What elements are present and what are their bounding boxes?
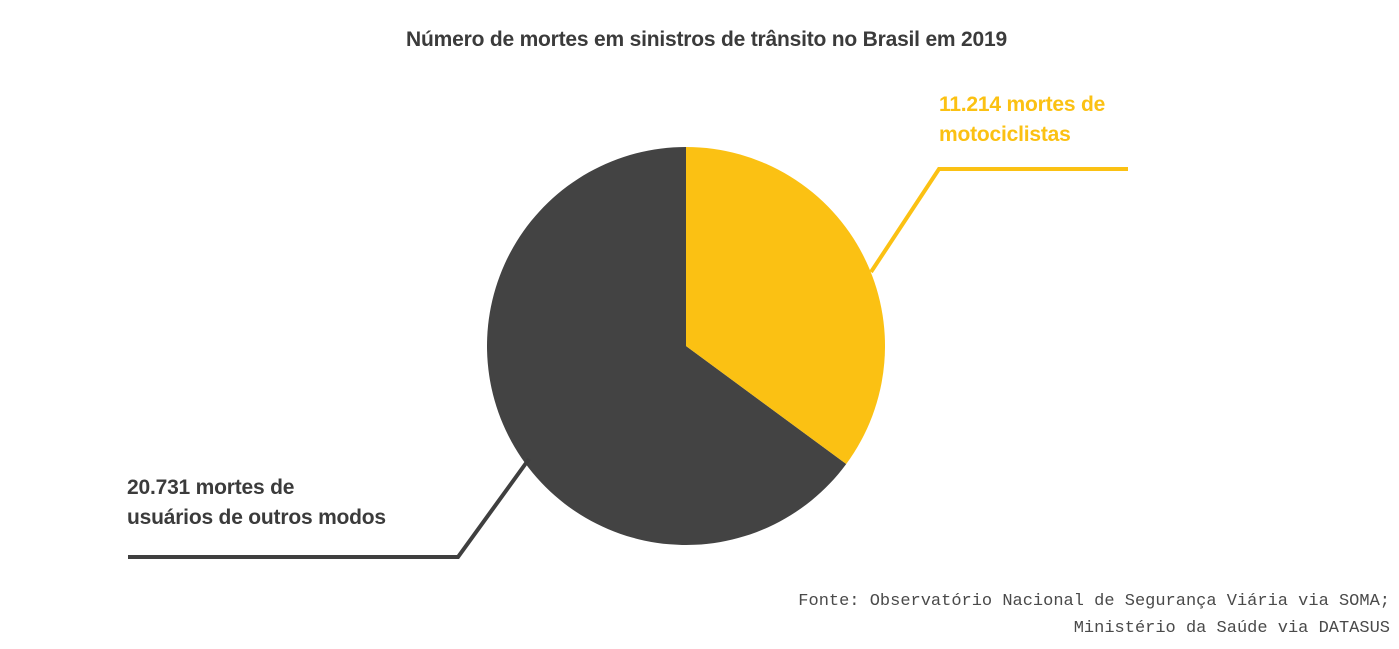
callout-outros-modos-line2: usuários de outros modos (127, 506, 386, 529)
callout-motociclistas-line1: 11.214 mortes de (939, 93, 1106, 116)
source-note-line1: Fonte: Observatório Nacional de Seguranç… (798, 592, 1390, 611)
pie-slice-motociclistas[interactable] (686, 147, 885, 465)
pie-slice-outros-modos[interactable] (487, 147, 847, 545)
callout-outros-modos-line1: 20.731 mortes de (127, 476, 295, 499)
source-note: Fonte: Observatório Nacional de Seguranç… (610, 588, 1390, 642)
pie-chart (487, 147, 885, 545)
callout-outros-modos: 20.731 mortes de usuários de outros modo… (127, 473, 386, 533)
leader-line-motociclistas (869, 167, 1128, 274)
pie-chart-svg (487, 147, 885, 545)
callout-motociclistas: 11.214 mortes de motociclistas (939, 90, 1105, 150)
source-note-line2: Ministério da Saúde via DATASUS (1073, 619, 1390, 638)
page-title: Número de mortes em sinistros de trânsit… (406, 28, 1007, 51)
callout-motociclistas-line2: motociclistas (939, 123, 1071, 146)
